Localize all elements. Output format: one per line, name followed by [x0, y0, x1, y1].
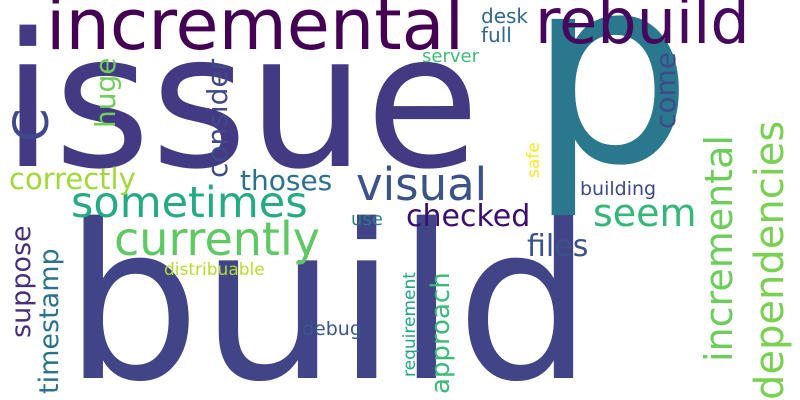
word-p: p [528, 0, 694, 223]
word-requirement: requirement [400, 272, 420, 377]
word-issue: issue [2, 0, 480, 210]
word-incremental-top: incremental [46, 0, 465, 66]
word-desk: desk [481, 4, 529, 28]
word-thoses: thoses [240, 164, 333, 197]
word-suppose: suppose [6, 225, 37, 338]
word-server: server [422, 46, 479, 67]
word-full: full [481, 23, 512, 47]
word-sometimes: sometimes [71, 178, 308, 228]
word-debug: debug [302, 318, 362, 340]
word-visual: visual [356, 158, 488, 211]
word-consider: consider [201, 58, 234, 178]
word-checked: checked [406, 199, 531, 234]
word-approach: approach [426, 272, 456, 394]
word-dependencies: dependencies [747, 120, 793, 400]
word-build: build [64, 178, 593, 400]
word-use: use [351, 209, 383, 230]
word-correctly: correctly [9, 162, 136, 196]
word-currently: currently [114, 212, 320, 266]
word-rebuild: rebuild [535, 0, 750, 58]
word-seem: seem [593, 191, 697, 235]
word-incremental-vertical: incremental [697, 135, 741, 362]
word-files: files [527, 229, 589, 264]
word-come: come [649, 51, 682, 129]
word-timestamp: timestamp [34, 248, 65, 394]
word-safe: safe [524, 142, 544, 178]
word-c: C [4, 108, 60, 142]
word-building: building [580, 178, 657, 200]
word-distribuable: distribuable [164, 260, 265, 280]
word-huge: huge [89, 57, 122, 129]
